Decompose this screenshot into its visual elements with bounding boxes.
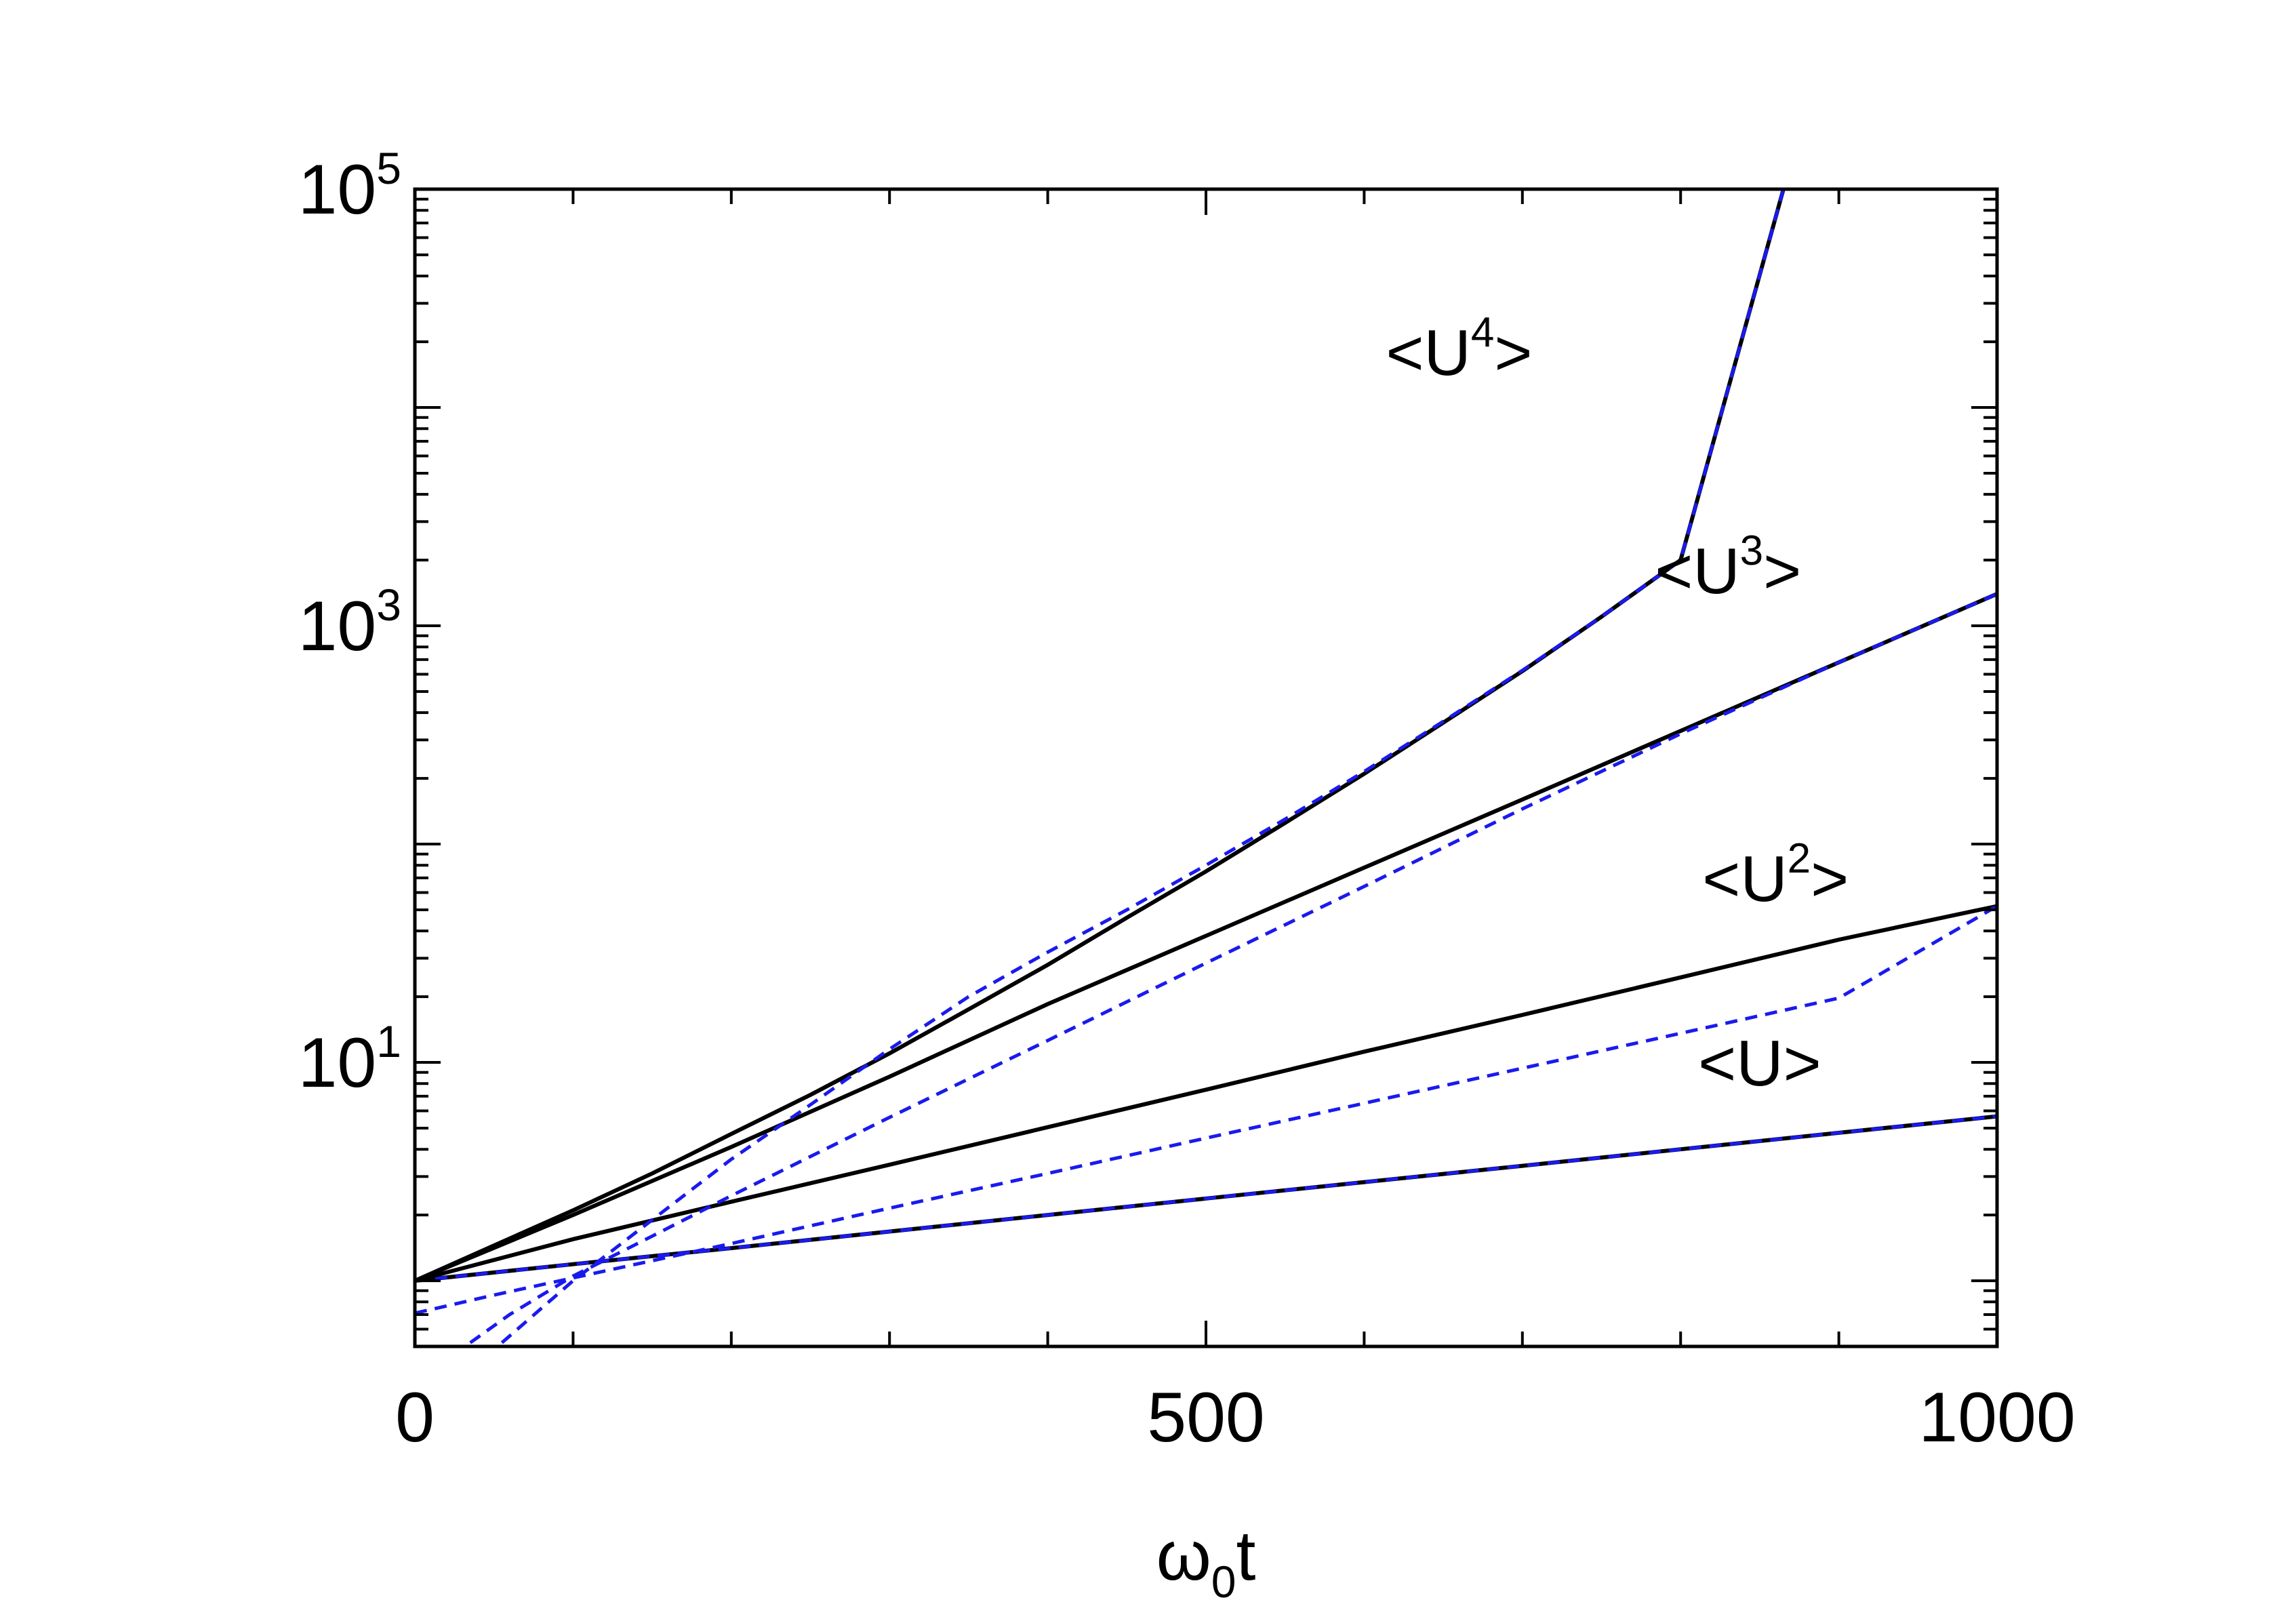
x-axis-title-base: ω: [1156, 1517, 1211, 1595]
series-exact-line-3: [415, 592, 1997, 1283]
series-label-text: <U: [1702, 843, 1787, 915]
series-asymptotic-line-2: [415, 904, 1997, 1315]
series-label-4: <U4>: [1386, 309, 1532, 389]
series-asymptotic-line-4: [500, 189, 1786, 1344]
y-tick-label: 103: [298, 580, 401, 666]
series-label-2: <U2>: [1702, 835, 1849, 915]
x-tick-label: 0: [395, 1378, 435, 1457]
series-exact-line-4: [415, 189, 1786, 1283]
y-tick-label-exponent: 1: [376, 1016, 401, 1066]
x-axis-title-subscript: 0: [1211, 1557, 1236, 1600]
series-label-1: <U>: [1698, 1027, 1821, 1100]
x-tick-label: 500: [1147, 1378, 1265, 1457]
series-label-suffix: >: [1763, 535, 1801, 607]
y-tick-label-base: 10: [298, 587, 377, 666]
y-tick-label-exponent: 5: [376, 143, 401, 193]
y-tick-label-base: 10: [298, 1024, 377, 1102]
x-axis-title: ω0t: [1156, 1517, 1256, 1600]
y-tick-label-exponent: 3: [376, 580, 401, 630]
x-axis-title-suffix: t: [1236, 1517, 1256, 1595]
series-layer: [415, 189, 1997, 1344]
series-label-suffix: >: [1811, 843, 1849, 915]
x-tick-label: 1000: [1918, 1378, 2075, 1457]
y-tick-label: 105: [298, 143, 401, 229]
series-label-text: <U>: [1698, 1027, 1821, 1100]
series-label-text: <U: [1655, 535, 1739, 607]
plot-frame: [413, 187, 1999, 1348]
y-tick-label-base: 10: [298, 151, 377, 229]
series-label-exponent: 2: [1788, 835, 1811, 882]
series-label-3: <U3>: [1655, 527, 1801, 607]
series-asymptotic-line-3: [469, 592, 1997, 1344]
series-label-suffix: >: [1494, 317, 1532, 389]
series-label-text: <U: [1386, 317, 1470, 389]
series-label-exponent: 4: [1471, 309, 1494, 356]
series-exact-line-2: [415, 904, 1997, 1283]
y-tick-label: 101: [298, 1016, 401, 1102]
series-label-exponent: 3: [1740, 527, 1763, 574]
